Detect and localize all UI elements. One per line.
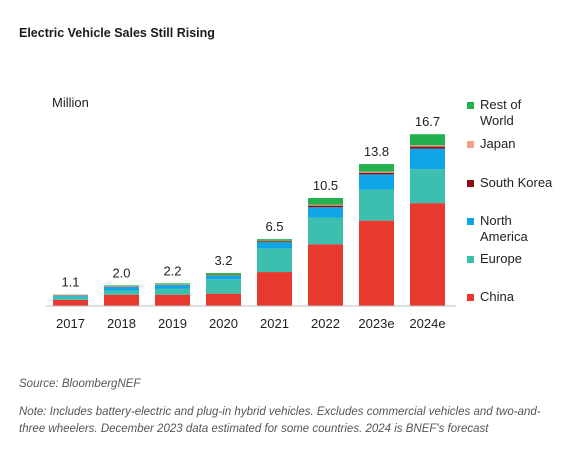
bar-segment-china-2021 [257, 272, 292, 306]
bar-segment-china-2020 [206, 293, 241, 306]
bar-segment-japan-2017 [53, 294, 88, 296]
bar-segment-north-america-2018 [104, 286, 139, 291]
x-tick-label-2021: 2021 [260, 316, 289, 331]
x-tick-label-2022: 2022 [311, 316, 340, 331]
bar-segment-north-america-2017 [53, 295, 88, 297]
bar-segment-north-america-2019 [155, 285, 190, 289]
ev-sales-chart: Million 1.1 2017 2.0 2018 2.2 2019 3.2 2020 6.5 2… [46, 95, 553, 331]
bar-segment-china-2022 [308, 244, 343, 306]
legend-label-japan: Japan [480, 136, 515, 151]
chart-area: Million 1.1 2017 2.0 2018 2.2 2019 3.2 2020 6.5 2… [46, 95, 553, 331]
bar-segment-japan-2024e [410, 145, 445, 147]
bar-segment-china-2017 [53, 299, 88, 306]
bar-segment-rest-of-world-2022 [308, 198, 343, 205]
bars-group: 1.1 2017 2.0 2018 2.2 2019 3.2 2020 6.5 2021 10.5 2… [53, 114, 446, 331]
bar-segment-china-2019 [155, 294, 190, 306]
bar-segment-north-america-2021 [257, 242, 292, 249]
bar-segment-north-america-2023e [359, 174, 394, 190]
bar-segment-south-korea-2023e [359, 172, 394, 175]
legend-swatch-europe [467, 256, 474, 263]
unit-label: Million [52, 95, 89, 110]
bar-segment-north-america-2022 [308, 207, 343, 218]
bar-segment-rest-of-world-2021 [257, 239, 292, 241]
legend-label-south-korea: South Korea [480, 175, 553, 190]
note-text: Note: Includes battery-electric and plug… [19, 406, 541, 435]
bar-segment-europe-2017 [53, 296, 88, 300]
legend-swatch-japan [467, 141, 474, 148]
bar-segment-china-2024e [410, 203, 445, 306]
bar-segment-rest-of-world-2020 [206, 273, 241, 276]
x-tick-label-2020: 2020 [209, 316, 238, 331]
legend-label-rest-of-world: Rest of World [480, 97, 522, 128]
total-label-2021: 6.5 [265, 219, 283, 234]
bar-segment-europe-2023e [359, 189, 394, 221]
x-tick-label-2024e: 2024e [409, 316, 445, 331]
bar-segment-europe-2019 [155, 288, 190, 295]
source-text: Source: BloombergNEF [19, 378, 141, 390]
total-label-2023e: 13.8 [364, 144, 389, 159]
bar-segment-north-america-2024e [410, 148, 445, 170]
legend-swatch-rest-of-world [467, 102, 474, 109]
bar-segment-south-korea-2021 [257, 241, 292, 243]
total-label-2024e: 16.7 [415, 114, 440, 129]
bar-segment-rest-of-world-2024e [410, 134, 445, 146]
bar-segment-china-2023e [359, 220, 394, 306]
bar-segment-europe-2024e [410, 169, 445, 204]
bar-segment-rest-of-world-2019 [155, 283, 190, 285]
bar-segment-japan-2023e [359, 171, 394, 173]
x-tick-label-2019: 2019 [158, 316, 187, 331]
chart-title: Electric Vehicle Sales Still Rising [19, 26, 215, 40]
bar-segment-rest-of-world-2023e [359, 164, 394, 172]
total-label-2017: 1.1 [61, 275, 79, 290]
bar-segment-europe-2021 [257, 248, 292, 273]
legend-swatch-south-korea [467, 180, 474, 187]
bar-segment-south-korea-2020 [206, 275, 241, 276]
legend-label-china: China [480, 289, 515, 304]
total-label-2020: 3.2 [214, 253, 232, 268]
x-tick-label-2023e: 2023e [358, 316, 394, 331]
bar-segment-south-korea-2024e [410, 146, 445, 149]
bar-segment-europe-2018 [104, 290, 139, 295]
legend-swatch-north-america [467, 218, 474, 225]
legend-label-europe: Europe [480, 251, 522, 266]
bar-segment-south-korea-2022 [308, 205, 343, 208]
legend-swatch-china [467, 294, 474, 301]
bar-segment-north-america-2020 [206, 275, 241, 280]
bar-segment-china-2018 [104, 294, 139, 306]
total-label-2019: 2.2 [163, 263, 181, 278]
total-label-2022: 10.5 [313, 178, 338, 193]
bar-segment-europe-2020 [206, 279, 241, 294]
bar-segment-japan-2018 [104, 286, 139, 287]
legend: Rest of World Japan South Korea North America… [467, 97, 553, 304]
x-tick-label-2017: 2017 [56, 316, 85, 331]
bar-segment-japan-2022 [308, 204, 343, 206]
bar-segment-rest-of-world-2018 [104, 285, 139, 287]
bar-segment-europe-2022 [308, 217, 343, 245]
x-tick-label-2018: 2018 [107, 316, 136, 331]
total-label-2018: 2.0 [112, 265, 130, 280]
legend-label-north-america: North America [480, 213, 528, 244]
